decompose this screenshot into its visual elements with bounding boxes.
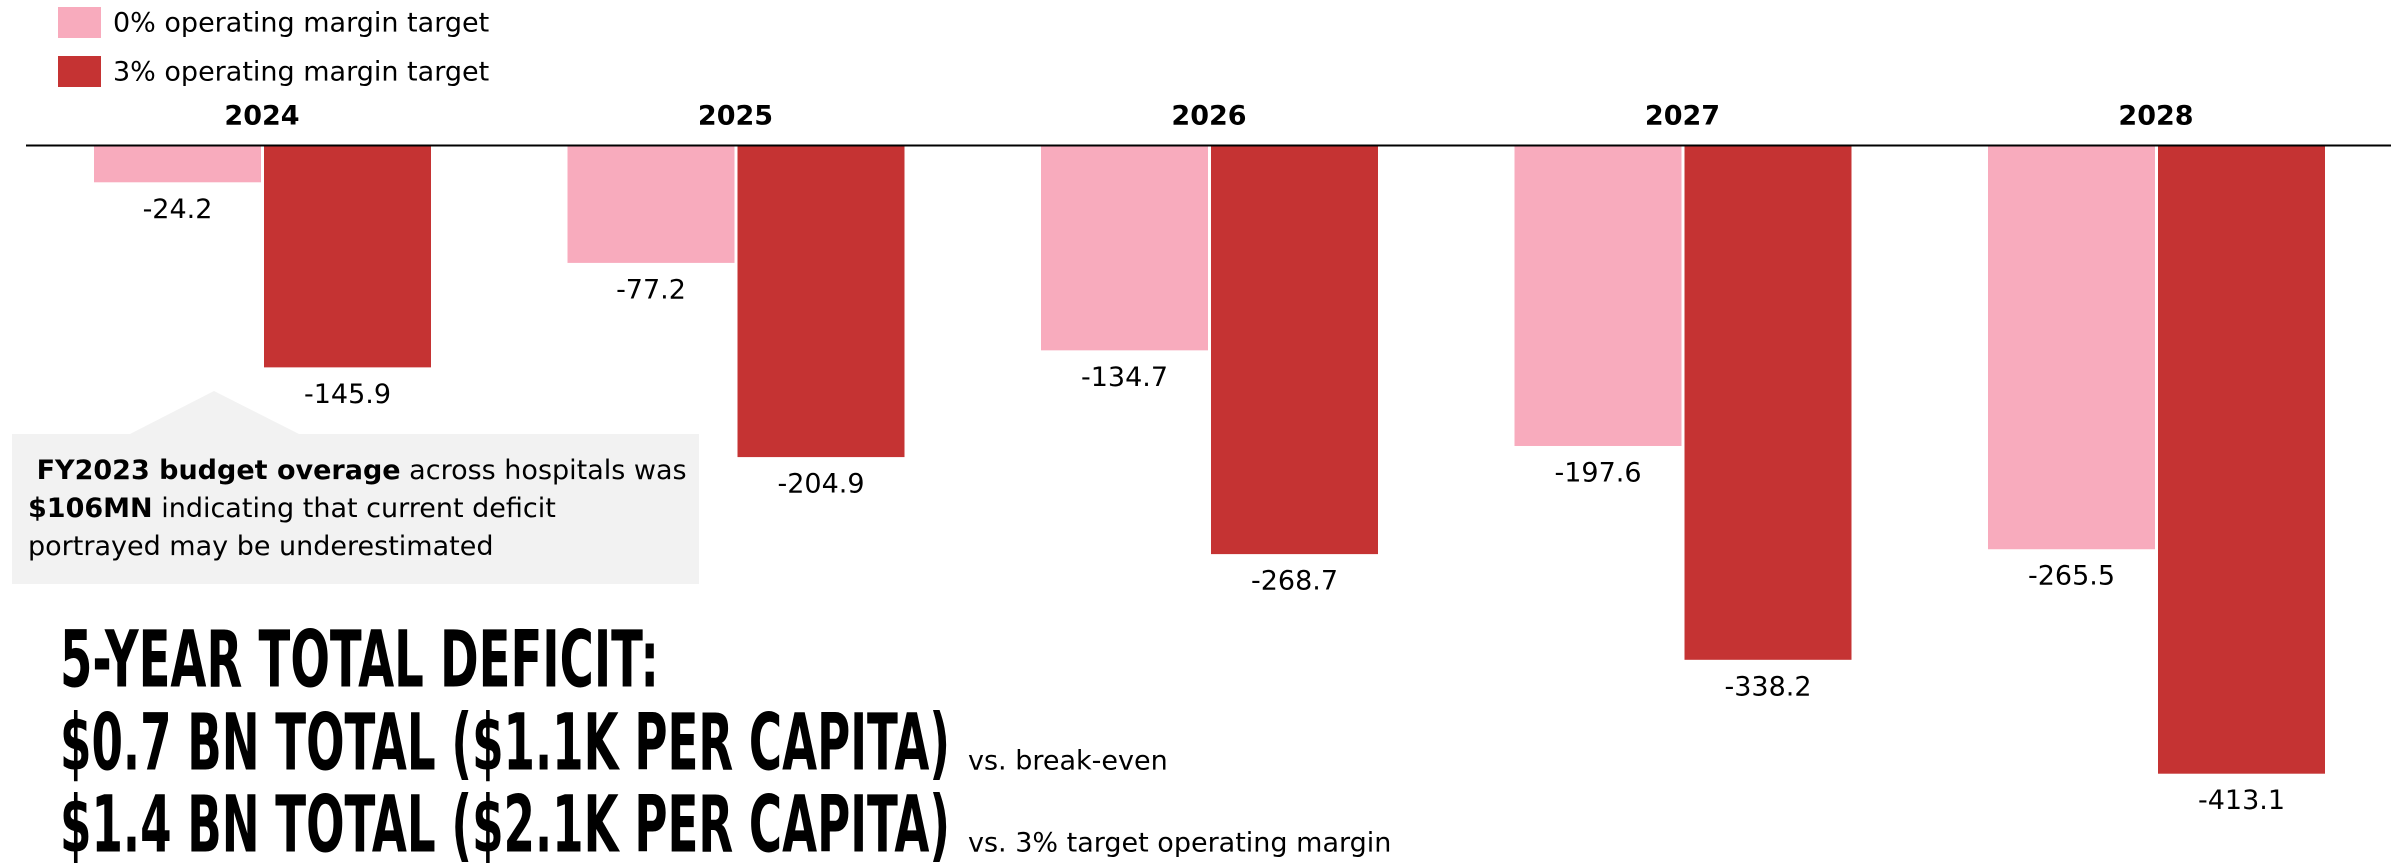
data-label: -145.9 <box>304 379 391 410</box>
callout-span: across hospitals was <box>400 455 687 486</box>
callout-span: indicating that current deficit portraye… <box>28 493 556 562</box>
x-tick-label: 2028 <box>2118 101 2193 132</box>
bar <box>1684 146 1852 660</box>
summary-line: $0.7 BN TOTAL ($1.1K PER CAPITA) <box>60 698 950 788</box>
legend-label: 3% operating margin target <box>113 57 489 88</box>
bar <box>737 146 905 458</box>
summary-heading: 5-YEAR TOTAL DEFICIT: <box>60 615 659 705</box>
summary-line: $1.4 BN TOTAL ($2.1K PER CAPITA) <box>60 780 950 863</box>
bar <box>567 146 735 263</box>
data-label: -265.5 <box>2028 561 2115 592</box>
callout-bold: FY2023 budget overage <box>36 455 401 486</box>
data-label: -77.2 <box>616 274 686 305</box>
bar <box>1211 146 1378 555</box>
bar <box>264 146 431 368</box>
legend-swatch <box>58 56 101 87</box>
callout-text: FY2023 budget overage across hospitals w… <box>28 452 688 566</box>
data-label: -268.7 <box>1251 566 1338 597</box>
legend-label: 0% operating margin target <box>113 8 489 39</box>
data-label: -413.1 <box>2198 785 2285 816</box>
x-tick-label: 2025 <box>698 101 773 132</box>
callout-box <box>12 434 699 584</box>
data-label: -134.7 <box>1081 362 1168 393</box>
bar <box>1514 146 1682 446</box>
bar <box>2158 146 2325 774</box>
legend-swatch <box>58 7 101 38</box>
summary-note: vs. 3% target operating margin <box>968 828 1391 859</box>
x-tick-label: 2024 <box>224 101 299 132</box>
bar <box>1041 146 1208 351</box>
bar <box>94 146 261 183</box>
data-label: -197.6 <box>1554 457 1641 488</box>
data-label: -24.2 <box>143 194 213 225</box>
data-label: -204.9 <box>777 469 864 500</box>
callout-pointer <box>130 391 299 434</box>
summary-note: vs. break-even <box>968 746 1168 777</box>
bar <box>1988 146 2155 550</box>
x-tick-label: 2027 <box>1645 101 1720 132</box>
x-tick-label: 2026 <box>1171 101 1246 132</box>
callout-bold: $106MN <box>28 493 153 524</box>
data-label: -338.2 <box>1724 671 1811 702</box>
